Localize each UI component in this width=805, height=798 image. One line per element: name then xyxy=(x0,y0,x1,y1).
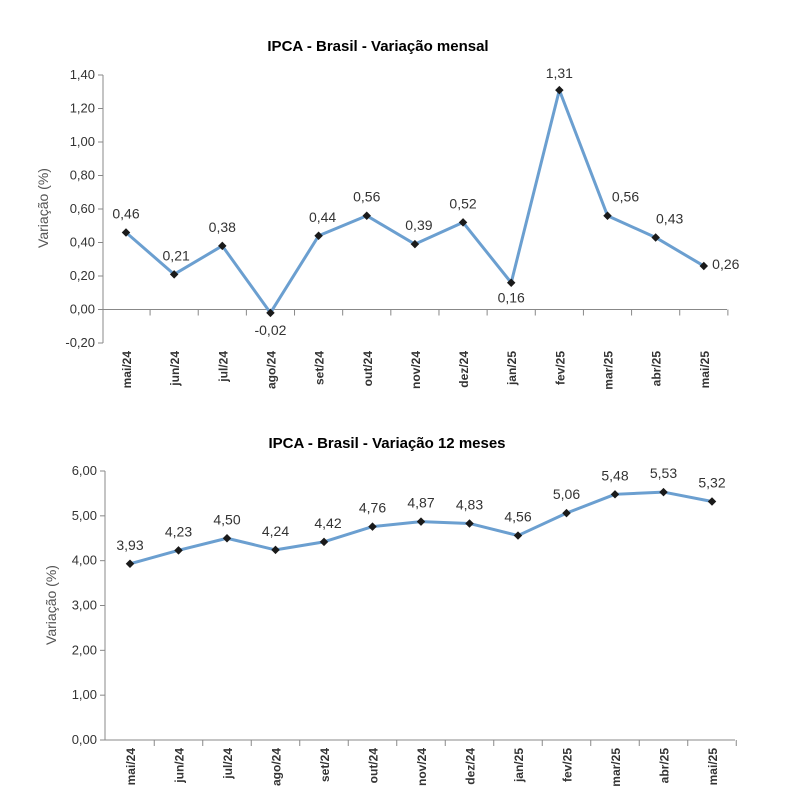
y-tick-label: 0,00 xyxy=(70,302,95,317)
data-point xyxy=(699,261,709,271)
y-tick-label: 1,00 xyxy=(70,134,95,149)
data-point xyxy=(458,218,468,227)
y-tick-label: 4,00 xyxy=(72,553,97,568)
x-tick-label: jun/24 xyxy=(168,351,182,387)
data-label: 5,32 xyxy=(698,474,725,490)
chart-title: IPCA - Brasil - Variação mensal xyxy=(267,38,488,55)
data-label: 5,06 xyxy=(553,486,580,502)
y-tick-label: -0,20 xyxy=(65,335,95,350)
x-tick-label: mai/24 xyxy=(124,748,138,786)
y-tick-label: 3,00 xyxy=(72,598,97,613)
data-point xyxy=(174,546,183,555)
data-label: 5,48 xyxy=(601,467,628,483)
data-point xyxy=(555,85,564,95)
data-point xyxy=(121,228,131,237)
x-tick-label: out/24 xyxy=(361,351,375,387)
x-tick-label: ago/24 xyxy=(264,351,278,389)
data-label: 1,31 xyxy=(546,65,573,81)
y-axis-label: Variação (%) xyxy=(35,168,51,248)
data-label: 0,43 xyxy=(656,210,683,226)
data-label: 0,39 xyxy=(405,217,432,233)
x-tick-label: nov/24 xyxy=(409,351,423,389)
data-point xyxy=(125,559,135,569)
x-tick-label: fev/25 xyxy=(561,748,575,782)
x-tick-label: mar/25 xyxy=(602,351,616,390)
data-label: 0,52 xyxy=(449,195,476,211)
data-label: 4,42 xyxy=(314,515,341,531)
data-point xyxy=(271,545,280,555)
y-tick-label: 0,00 xyxy=(72,732,97,747)
y-tick-label: 0,60 xyxy=(70,201,95,216)
y-tick-label: 2,00 xyxy=(72,642,97,657)
data-label: 0,21 xyxy=(163,247,190,263)
data-label: 0,44 xyxy=(309,209,336,225)
x-tick-label: abr/25 xyxy=(650,351,664,387)
y-tick-label: 5,00 xyxy=(72,508,97,523)
y-tick-label: 6,00 xyxy=(72,463,97,478)
x-tick-label: mai/25 xyxy=(698,351,712,389)
data-label: 0,56 xyxy=(612,189,639,205)
y-axis-label: Variação (%) xyxy=(43,565,59,645)
data-point xyxy=(314,231,323,241)
data-label: 4,83 xyxy=(456,496,483,512)
y-tick-label: 1,40 xyxy=(70,67,95,82)
data-label: 0,38 xyxy=(209,219,236,235)
x-tick-label: dez/24 xyxy=(457,351,471,388)
x-tick-label: jul/24 xyxy=(216,351,230,383)
data-point xyxy=(707,497,717,506)
data-label: 3,93 xyxy=(116,537,143,553)
y-tick-label: 0,40 xyxy=(70,235,95,250)
x-tick-label: ago/24 xyxy=(270,748,284,786)
data-point xyxy=(319,537,329,547)
data-point xyxy=(610,490,620,499)
x-tick-label: fev/25 xyxy=(553,351,567,385)
data-point xyxy=(266,308,275,318)
data-label: 4,56 xyxy=(504,509,531,525)
x-tick-label: set/24 xyxy=(318,748,332,782)
data-label: 4,87 xyxy=(407,495,434,511)
data-label: 0,16 xyxy=(498,290,525,306)
twelve-month-chart: IPCA - Brasil - Variação 12 meses Variaç… xyxy=(43,435,737,787)
data-label: 4,50 xyxy=(213,511,240,527)
data-point xyxy=(218,241,227,251)
x-tick-label: jul/24 xyxy=(221,748,235,780)
monthly-chart: IPCA - Brasil - Variação mensal Variação… xyxy=(35,38,740,390)
y-tick-label: 1,00 xyxy=(72,687,97,702)
chart-title: IPCA - Brasil - Variação 12 meses xyxy=(268,435,505,452)
x-tick-label: jun/24 xyxy=(173,748,187,784)
y-tick-label: 0,80 xyxy=(70,168,95,183)
data-point xyxy=(222,534,232,543)
data-point xyxy=(368,522,377,531)
data-label: 0,26 xyxy=(712,256,739,272)
x-tick-label: set/24 xyxy=(313,351,327,385)
data-point xyxy=(410,239,420,249)
x-tick-label: nov/24 xyxy=(415,748,429,786)
data-point xyxy=(169,270,179,279)
x-tick-label: jan/25 xyxy=(512,748,526,783)
x-tick-label: jan/25 xyxy=(505,351,519,386)
y-tick-label: 1,20 xyxy=(70,101,95,116)
x-tick-label: abr/25 xyxy=(658,748,672,784)
data-point xyxy=(362,211,371,220)
data-label: 4,24 xyxy=(262,523,289,539)
x-tick-label: mai/25 xyxy=(706,748,720,786)
x-tick-label: mar/25 xyxy=(609,748,623,787)
x-tick-label: mai/24 xyxy=(120,351,134,389)
data-label: 0,56 xyxy=(353,189,380,205)
data-label: 5,53 xyxy=(650,465,677,481)
y-tick-label: 0,20 xyxy=(70,268,95,283)
data-label: 0,46 xyxy=(112,205,139,221)
data-point xyxy=(416,517,426,526)
x-tick-label: out/24 xyxy=(367,748,381,784)
data-label: 4,23 xyxy=(165,523,192,539)
x-tick-label: dez/24 xyxy=(464,748,478,785)
data-point xyxy=(465,519,474,528)
data-point xyxy=(659,487,668,497)
data-point xyxy=(506,278,516,287)
data-label: -0,02 xyxy=(254,322,286,338)
data-label: 4,76 xyxy=(359,500,386,516)
